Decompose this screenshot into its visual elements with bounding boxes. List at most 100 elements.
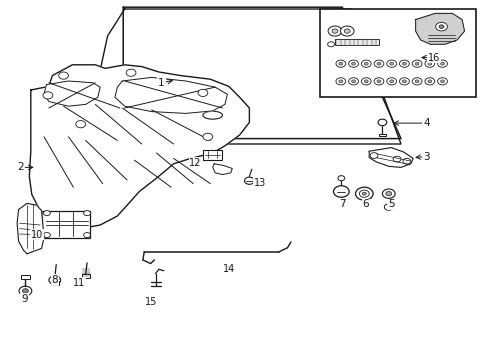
Circle shape	[435, 22, 447, 31]
Circle shape	[327, 42, 334, 47]
Bar	[334, 39, 378, 45]
Text: 12: 12	[189, 158, 202, 168]
Circle shape	[348, 78, 358, 85]
Polygon shape	[90, 9, 400, 144]
Circle shape	[373, 60, 383, 67]
Text: 5: 5	[387, 199, 394, 210]
Circle shape	[203, 133, 212, 140]
Circle shape	[361, 78, 370, 85]
Circle shape	[399, 60, 408, 67]
Circle shape	[362, 192, 366, 195]
Bar	[20, 275, 30, 279]
Polygon shape	[44, 81, 100, 106]
Circle shape	[385, 192, 391, 196]
Circle shape	[384, 204, 392, 210]
Circle shape	[414, 80, 418, 83]
Circle shape	[437, 78, 447, 85]
Circle shape	[399, 78, 408, 85]
Bar	[41, 211, 90, 238]
Circle shape	[198, 89, 207, 96]
Circle shape	[440, 80, 444, 83]
Circle shape	[373, 78, 383, 85]
Polygon shape	[415, 13, 464, 44]
Circle shape	[402, 80, 406, 83]
Polygon shape	[123, 7, 400, 139]
Text: 13: 13	[253, 178, 266, 188]
Bar	[378, 134, 385, 136]
Polygon shape	[29, 65, 249, 229]
Text: 4: 4	[422, 118, 429, 128]
Circle shape	[424, 60, 434, 67]
Circle shape	[344, 29, 349, 33]
Bar	[81, 274, 90, 278]
Circle shape	[414, 62, 418, 65]
Circle shape	[411, 78, 421, 85]
Text: 7: 7	[338, 199, 345, 210]
Bar	[51, 281, 59, 285]
Circle shape	[376, 62, 380, 65]
Circle shape	[337, 176, 344, 181]
Circle shape	[338, 62, 342, 65]
Polygon shape	[212, 164, 232, 175]
Text: 11: 11	[73, 278, 85, 288]
Ellipse shape	[203, 111, 222, 119]
Circle shape	[438, 25, 443, 28]
Text: 2: 2	[17, 162, 24, 172]
Circle shape	[377, 119, 386, 126]
Circle shape	[389, 62, 393, 65]
Circle shape	[392, 156, 400, 162]
Circle shape	[402, 158, 410, 164]
Circle shape	[22, 289, 28, 293]
Circle shape	[427, 62, 431, 65]
Circle shape	[327, 26, 341, 36]
Circle shape	[364, 80, 367, 83]
Polygon shape	[17, 203, 44, 254]
Circle shape	[43, 211, 50, 216]
Bar	[203, 150, 221, 160]
Circle shape	[244, 177, 254, 184]
Text: 10: 10	[30, 230, 43, 240]
Circle shape	[19, 286, 32, 296]
Circle shape	[351, 62, 355, 65]
Circle shape	[364, 62, 367, 65]
Circle shape	[348, 60, 358, 67]
Text: 9: 9	[21, 294, 28, 304]
Circle shape	[333, 186, 348, 197]
Circle shape	[389, 80, 393, 83]
Circle shape	[83, 211, 90, 216]
Circle shape	[83, 233, 90, 238]
Polygon shape	[368, 148, 412, 167]
Circle shape	[402, 62, 406, 65]
Circle shape	[376, 80, 380, 83]
Circle shape	[386, 78, 396, 85]
Circle shape	[361, 60, 370, 67]
Text: 15: 15	[145, 297, 158, 307]
Circle shape	[427, 80, 431, 83]
Circle shape	[340, 26, 353, 36]
Circle shape	[338, 80, 342, 83]
Text: 3: 3	[422, 152, 429, 162]
Circle shape	[386, 60, 396, 67]
Bar	[320, 9, 475, 97]
Polygon shape	[115, 77, 227, 113]
Circle shape	[59, 72, 68, 79]
Circle shape	[43, 92, 53, 99]
Circle shape	[43, 233, 50, 238]
Text: 14: 14	[222, 264, 235, 274]
Circle shape	[359, 190, 368, 197]
Circle shape	[126, 69, 136, 76]
Circle shape	[335, 60, 345, 67]
Circle shape	[49, 276, 61, 284]
Circle shape	[331, 29, 337, 33]
Circle shape	[424, 78, 434, 85]
Text: 8: 8	[51, 275, 58, 285]
Text: 16: 16	[427, 53, 440, 63]
Circle shape	[411, 60, 421, 67]
Circle shape	[76, 121, 85, 128]
Circle shape	[351, 80, 355, 83]
Polygon shape	[90, 65, 123, 139]
Circle shape	[382, 189, 394, 198]
Circle shape	[437, 60, 447, 67]
Text: 1: 1	[158, 78, 164, 88]
Circle shape	[369, 153, 377, 158]
